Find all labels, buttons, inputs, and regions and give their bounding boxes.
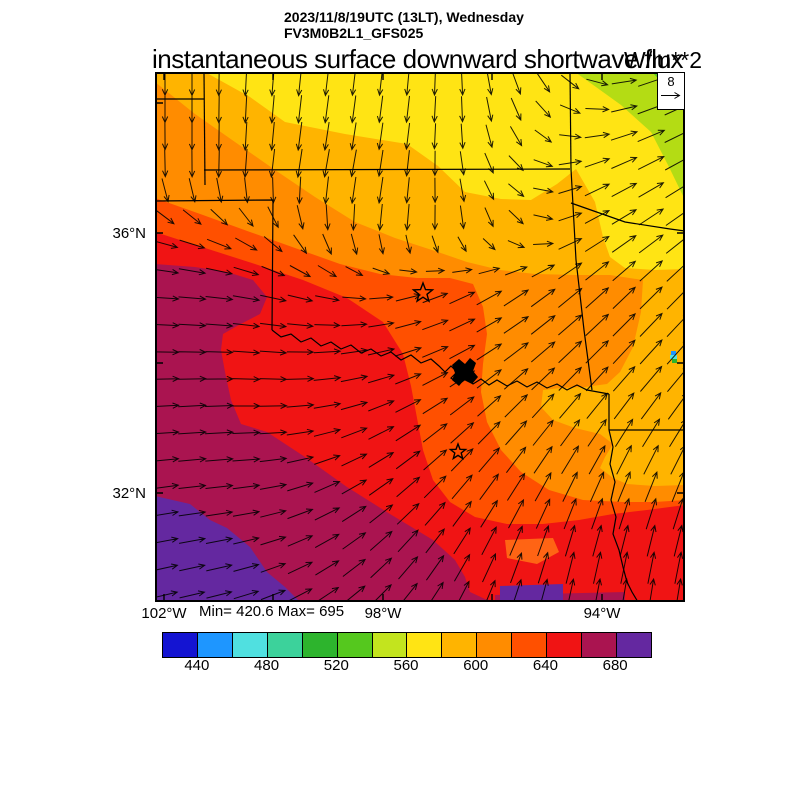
border-co-ks bbox=[203, 72, 206, 186]
colorbar-cell bbox=[232, 633, 268, 657]
colorbar-tick-label: 680 bbox=[602, 657, 628, 674]
dark-orange-anomaly bbox=[505, 538, 559, 564]
reference-arrow-icon bbox=[661, 92, 681, 99]
colorbar bbox=[162, 632, 652, 658]
units-label: W/m**2 bbox=[624, 47, 702, 73]
colorbar-cell bbox=[582, 633, 617, 657]
model-id-label: FV3M0B2L1_GFS025 bbox=[284, 25, 424, 41]
colorbar-cell bbox=[616, 633, 651, 657]
low-flux-speck bbox=[672, 359, 677, 363]
colorbar-cell bbox=[197, 633, 233, 657]
lat-label-36n: 36°N bbox=[112, 225, 146, 242]
reference-vector-box: 8 bbox=[657, 72, 685, 110]
colorbar-cell bbox=[267, 633, 303, 657]
colorbar-tick-label: 480 bbox=[254, 657, 280, 674]
lon-label-98w: 98°W bbox=[364, 605, 402, 622]
colorbar-cell bbox=[547, 633, 583, 657]
city-star-marker bbox=[448, 442, 468, 461]
axis-ticks bbox=[155, 72, 685, 602]
minmax-stats: Min= 420.6 Max= 695 bbox=[199, 603, 345, 620]
colorbar-tick-label: 440 bbox=[184, 657, 210, 674]
colorbar-cell bbox=[512, 633, 548, 657]
reference-vector-value: 8 bbox=[667, 74, 675, 89]
colorbar-cell bbox=[372, 633, 408, 657]
colorbar-tick-label: 560 bbox=[393, 657, 419, 674]
colorbar-cell bbox=[407, 633, 443, 657]
colorbar-tick-label: 520 bbox=[323, 657, 349, 674]
purple-bottom-strip bbox=[500, 584, 563, 602]
colorbar-tick-label: 600 bbox=[463, 657, 489, 674]
plot-title: instantaneous surface downward shortwave… bbox=[152, 44, 684, 74]
lon-label-102w: 102°W bbox=[141, 605, 187, 622]
border-ks-ok bbox=[203, 168, 571, 171]
colorbar-cell bbox=[302, 633, 338, 657]
colorbar-cell bbox=[477, 633, 513, 657]
low-flux-speck bbox=[671, 351, 676, 355]
colorbar-tick-label: 640 bbox=[532, 657, 558, 674]
wind-vector-field bbox=[155, 72, 685, 602]
band-660-680-crimson bbox=[155, 264, 500, 602]
colorbar-cell bbox=[442, 633, 478, 657]
colorbar-cell bbox=[337, 633, 373, 657]
city-star-marker bbox=[411, 281, 435, 303]
colorbar-cell bbox=[163, 633, 198, 657]
border-mo-ar bbox=[570, 202, 685, 232]
border-ks-mo bbox=[569, 72, 572, 170]
lon-label-94w: 94°W bbox=[583, 605, 621, 622]
map-canvas bbox=[155, 72, 685, 602]
map-frame bbox=[155, 72, 685, 602]
lat-label-32n: 32°N bbox=[112, 485, 146, 502]
lake-texoma bbox=[452, 358, 478, 386]
border-ok-ar bbox=[570, 168, 593, 391]
river-red bbox=[271, 329, 610, 395]
band-680-700-purple bbox=[155, 496, 300, 602]
valid-time-label: 2023/11/8/19UTC (13LT), Wednesday bbox=[284, 9, 524, 25]
